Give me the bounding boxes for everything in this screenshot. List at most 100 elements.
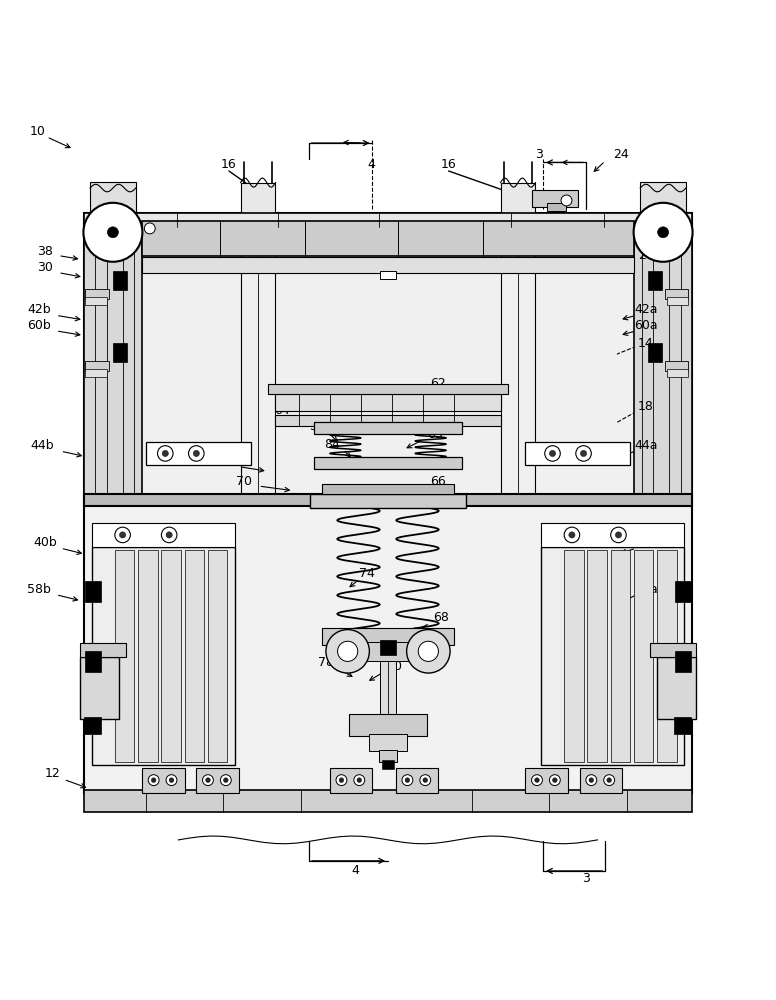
Bar	[84, 213, 692, 500]
Bar	[142, 768, 185, 793]
Bar	[84, 494, 692, 506]
Circle shape	[657, 227, 668, 238]
Bar	[525, 768, 568, 793]
Text: 16: 16	[221, 158, 237, 171]
Text: 76: 76	[217, 455, 233, 468]
Text: 32: 32	[309, 420, 324, 433]
Bar	[580, 768, 622, 793]
Text: 60a: 60a	[634, 319, 657, 332]
Bar	[675, 581, 691, 602]
Text: 28: 28	[638, 249, 653, 262]
Text: 58a: 58a	[634, 583, 657, 596]
Text: 30: 30	[37, 261, 53, 274]
Circle shape	[532, 775, 542, 786]
Bar	[142, 221, 634, 256]
Text: 72: 72	[338, 635, 353, 648]
Circle shape	[553, 778, 557, 782]
Circle shape	[354, 775, 365, 786]
Bar	[667, 297, 688, 305]
Bar	[90, 182, 136, 213]
Text: 40a: 40a	[634, 536, 657, 549]
Bar	[674, 717, 691, 734]
Text: 4: 4	[352, 864, 359, 877]
Circle shape	[166, 532, 172, 538]
Bar	[634, 550, 653, 762]
Bar	[161, 550, 181, 762]
Bar	[675, 651, 691, 672]
Text: 42a: 42a	[634, 303, 657, 316]
Text: 4: 4	[367, 158, 375, 171]
Circle shape	[223, 778, 228, 782]
Circle shape	[633, 203, 692, 262]
Bar	[501, 221, 535, 500]
Circle shape	[120, 532, 126, 538]
Circle shape	[338, 641, 358, 661]
Circle shape	[564, 527, 580, 543]
Text: 16: 16	[441, 158, 456, 171]
Text: 60b: 60b	[27, 319, 50, 332]
Bar	[275, 415, 501, 426]
Bar	[84, 500, 692, 793]
Circle shape	[166, 775, 177, 786]
Circle shape	[339, 778, 344, 782]
Bar	[587, 550, 607, 762]
Bar	[322, 628, 454, 645]
Text: 38: 38	[37, 245, 53, 258]
Bar	[349, 714, 427, 736]
Circle shape	[357, 778, 362, 782]
Bar	[380, 661, 396, 742]
Circle shape	[189, 446, 204, 461]
Circle shape	[420, 775, 431, 786]
Circle shape	[148, 775, 159, 786]
Circle shape	[206, 778, 210, 782]
Circle shape	[144, 223, 155, 234]
Circle shape	[561, 195, 572, 206]
Circle shape	[545, 446, 560, 461]
Bar	[85, 581, 101, 602]
Bar	[640, 182, 686, 213]
Bar	[84, 213, 692, 227]
Bar	[657, 657, 696, 719]
Bar	[380, 640, 396, 655]
Bar	[564, 550, 584, 762]
Circle shape	[220, 775, 231, 786]
Text: 58b: 58b	[27, 583, 50, 596]
Bar	[657, 550, 677, 762]
Bar	[241, 183, 275, 213]
Bar	[268, 384, 508, 394]
Text: 10: 10	[29, 125, 45, 138]
Text: 80: 80	[386, 660, 402, 673]
Circle shape	[151, 778, 156, 782]
Text: 44a: 44a	[634, 439, 657, 452]
Circle shape	[193, 450, 199, 457]
Circle shape	[418, 641, 438, 661]
Bar	[369, 734, 407, 751]
Text: 74: 74	[359, 567, 375, 580]
Circle shape	[549, 775, 560, 786]
Bar	[80, 643, 126, 657]
Text: 3: 3	[582, 872, 590, 885]
Circle shape	[407, 630, 450, 673]
Bar	[310, 494, 466, 508]
Circle shape	[611, 527, 626, 543]
Circle shape	[402, 775, 413, 786]
Text: 68: 68	[433, 611, 449, 624]
Bar	[667, 369, 688, 377]
Bar	[113, 271, 127, 290]
Bar	[547, 203, 566, 211]
Bar	[322, 484, 454, 494]
Bar	[541, 523, 684, 547]
Circle shape	[615, 532, 622, 538]
Text: 24: 24	[613, 148, 629, 161]
Circle shape	[569, 532, 575, 538]
Bar	[185, 550, 204, 762]
Bar	[525, 442, 630, 465]
Bar	[648, 271, 662, 290]
Bar	[146, 442, 251, 465]
Text: 12: 12	[45, 767, 61, 780]
Text: 14: 14	[638, 337, 653, 350]
Circle shape	[423, 778, 428, 782]
Text: 66: 66	[431, 475, 446, 488]
Bar	[85, 297, 107, 305]
Circle shape	[576, 446, 591, 461]
